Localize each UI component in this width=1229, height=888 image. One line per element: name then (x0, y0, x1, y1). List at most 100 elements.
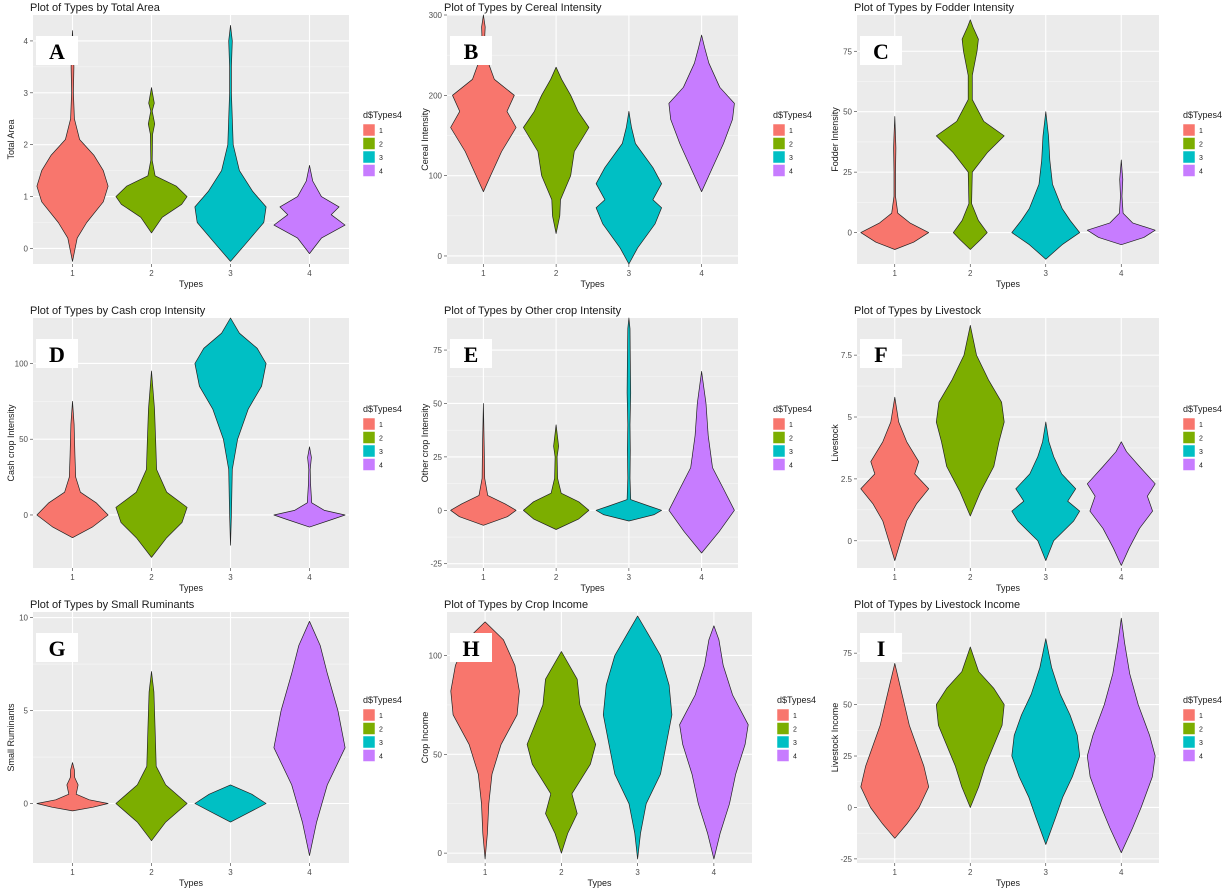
panel-E: -25 0 25 50 75 1 2 3 4 Types Other crop Intensity P… (420, 305, 812, 593)
legend-key (363, 124, 375, 136)
y-tick-label: 0 (438, 849, 443, 858)
legend-key (1183, 124, 1195, 136)
legend-label: 3 (1199, 449, 1203, 456)
panel-label: A (49, 39, 65, 64)
y-tick-label: 25 (433, 453, 442, 462)
x-tick-label: 4 (699, 573, 704, 582)
y-tick-label: 0 (848, 537, 853, 546)
y-tick-label: 0 (848, 803, 853, 812)
x-axis-label: Types (996, 279, 1021, 289)
legend-key (1183, 709, 1195, 721)
y-axis-label: Small Ruminants (6, 703, 16, 772)
y-tick-label: 50 (843, 108, 852, 117)
chart-title: Plot of Types by Cash crop Intensity (30, 305, 206, 317)
panel-G: 05101 2 3 4TypesSmall RuminantsPlot of Type… (6, 599, 402, 888)
legend-title: d$Types4 (1183, 404, 1222, 414)
x-axis-label: Types (179, 878, 204, 888)
x-tick-label: 1 (70, 573, 75, 582)
x-tick-label: 2 (554, 573, 559, 582)
legend: d$Types4 1 2 3 4 (1183, 404, 1222, 471)
legend-key (773, 138, 785, 150)
x-tick-label: 4 (1119, 573, 1124, 582)
y-tick-label: 300 (429, 11, 443, 20)
x-tick-label: 4 (307, 573, 312, 582)
x-tick-label: 3 (1044, 573, 1049, 582)
y-tick-label: 200 (429, 91, 443, 100)
legend-key (777, 750, 789, 762)
legend-key (363, 151, 375, 163)
y-axis-label: Other crop Intensity (420, 403, 430, 482)
legend: d$Types4 1 2 3 4 (773, 110, 812, 177)
x-tick-label: 3 (228, 269, 233, 278)
y-tick-label: -25 (430, 560, 442, 569)
legend-label: 3 (789, 449, 793, 456)
legend-key (1183, 736, 1195, 748)
legend-key (773, 418, 785, 430)
panel-label: H (462, 636, 479, 661)
legend-key (363, 750, 375, 762)
legend-label: 3 (793, 740, 797, 747)
legend-label: 2 (1199, 436, 1203, 443)
y-tick-label: 100 (429, 651, 443, 660)
legend-label: 1 (1199, 422, 1203, 429)
y-axis-label: Livestock Income (830, 703, 840, 773)
legend-label: 1 (379, 713, 383, 720)
x-tick-label: 1 (481, 269, 486, 278)
panel-B: 01002003001 2 3 4TypesCereal IntensityPlot … (420, 2, 812, 289)
x-tick-label: 1 (70, 868, 75, 877)
legend-key (773, 445, 785, 457)
legend-label: 4 (379, 754, 383, 761)
legend-title: d$Types4 (363, 404, 402, 414)
legend-key (1183, 418, 1195, 430)
legend-key (1183, 750, 1195, 762)
y-tick-label: 2.5 (841, 475, 853, 484)
y-tick-label: 50 (433, 399, 442, 408)
legend-title: d$Types4 (773, 110, 812, 120)
legend-label: 2 (379, 436, 383, 443)
y-tick-label: 25 (843, 168, 852, 177)
x-tick-label: 1 (893, 573, 898, 582)
panel-label: D (49, 342, 65, 367)
x-tick-label: 3 (1044, 868, 1049, 877)
legend-key (363, 138, 375, 150)
x-tick-label: 2 (968, 573, 973, 582)
y-tick-label: 100 (15, 359, 29, 368)
x-axis-label: Types (179, 583, 204, 593)
chart-title: Plot of Types by Crop Income (444, 599, 588, 611)
x-tick-label: 4 (699, 269, 704, 278)
legend-label: 4 (789, 463, 793, 470)
y-axis-label: Livestock (830, 424, 840, 462)
legend-key (773, 124, 785, 136)
legend-title: d$Types4 (1183, 110, 1222, 120)
chart-title: Plot of Types by Livestock (854, 305, 981, 317)
y-tick-label: 25 (843, 752, 852, 761)
legend-key (363, 723, 375, 735)
legend-key (773, 459, 785, 471)
legend: d$Types4 1 2 3 4 (1183, 110, 1222, 177)
y-tick-label: 5 (24, 707, 29, 716)
legend-title: d$Types4 (363, 695, 402, 705)
legend-key (1183, 151, 1195, 163)
panel-label: F (874, 342, 887, 367)
panel-D: 0501001 2 3 4TypesCash crop IntensityPlot o… (6, 305, 402, 593)
legend-title: d$Types4 (1183, 695, 1222, 705)
chart-title: Plot of Types by Livestock Income (854, 599, 1020, 611)
legend-label: 3 (789, 155, 793, 162)
panel-H: 0501001 2 3 4TypesCrop IncomePlot of Types … (420, 599, 816, 888)
x-tick-label: 1 (481, 573, 486, 582)
legend-key (773, 151, 785, 163)
legend-label: 4 (379, 169, 383, 176)
y-axis-label: Cereal Intensity (420, 108, 430, 171)
x-tick-label: 1 (893, 868, 898, 877)
x-tick-label: 4 (307, 269, 312, 278)
legend-label: 3 (379, 449, 383, 456)
y-tick-label: 0 (438, 252, 443, 261)
legend-label: 2 (379, 727, 383, 734)
y-tick-label: 7.5 (841, 351, 853, 360)
x-tick-label: 3 (635, 868, 640, 877)
y-tick-label: 0 (24, 244, 29, 253)
y-axis-label: Crop Income (420, 712, 430, 764)
x-tick-label: 1 (70, 269, 75, 278)
x-axis-label: Types (996, 583, 1021, 593)
x-tick-label: 4 (1119, 269, 1124, 278)
